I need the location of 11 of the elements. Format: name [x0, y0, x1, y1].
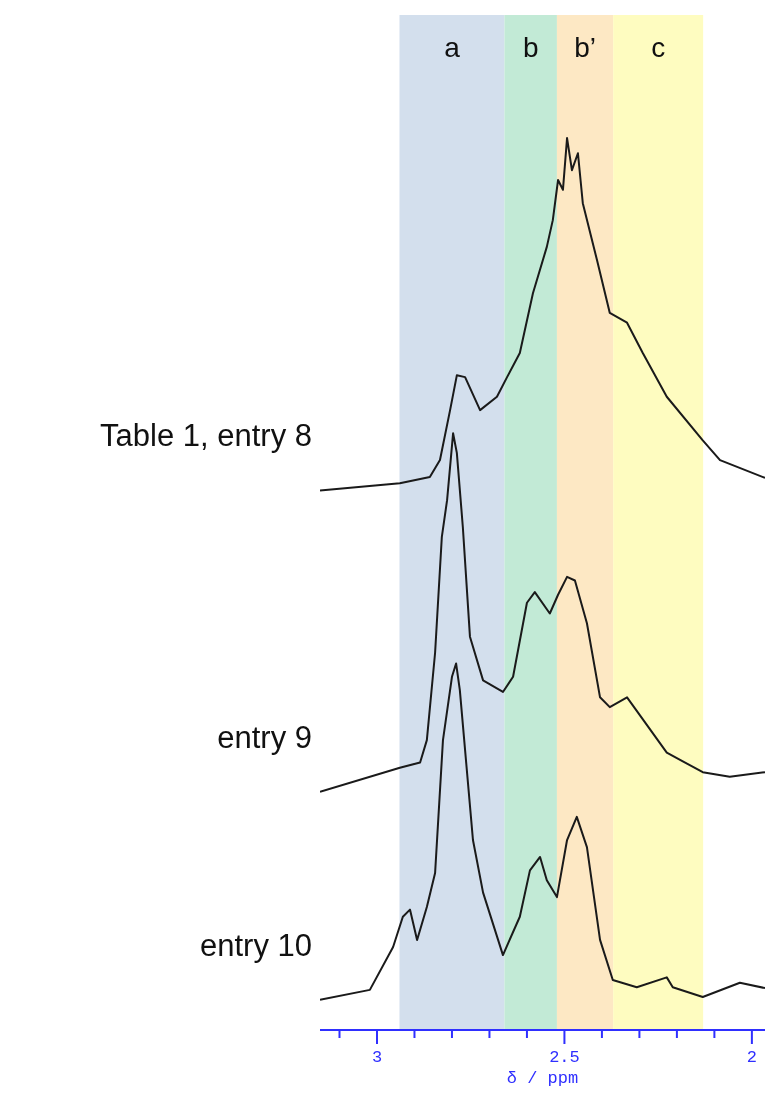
x-axis-title: δ / ppm — [506, 1069, 579, 1088]
series-label: entry 9 — [217, 719, 312, 756]
band-label: b — [522, 31, 539, 63]
band-label: a — [444, 31, 461, 63]
x-tick-label: 2 — [746, 1048, 757, 1067]
band-label: c — [651, 31, 666, 63]
band-label: b’ — [574, 31, 596, 63]
series-label: Table 1, entry 8 — [100, 418, 312, 455]
x-tick-label: 3 — [371, 1048, 383, 1067]
series-label: entry 10 — [199, 927, 312, 964]
x-tick-label: 2.5 — [549, 1048, 580, 1067]
